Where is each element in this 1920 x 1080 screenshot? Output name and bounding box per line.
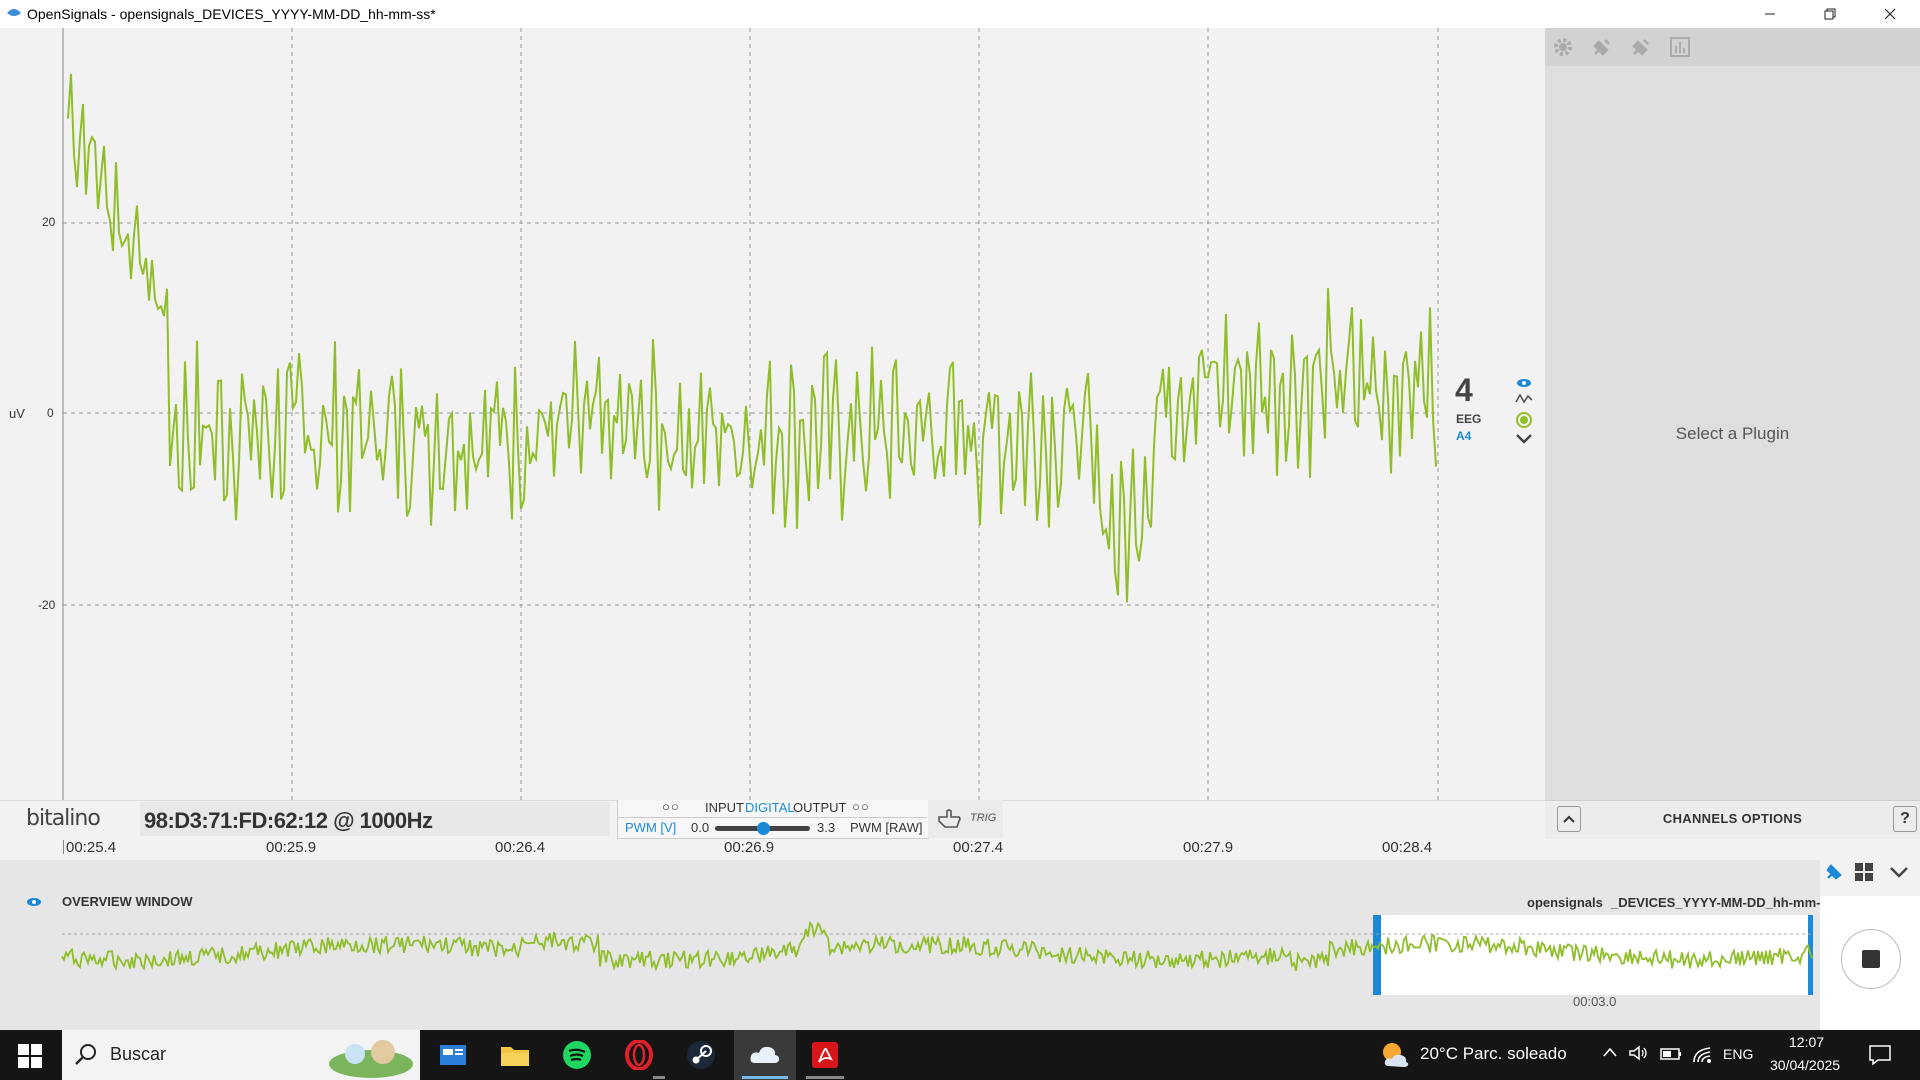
record-dot-icon[interactable]: [1515, 411, 1533, 429]
close-button[interactable]: [1860, 0, 1920, 28]
input-indicator-icon: ○○: [662, 799, 680, 814]
hand-pointer-icon: [938, 809, 961, 828]
window-title: OpenSignals - opensignals_DEVICES_YYYY-M…: [27, 6, 436, 22]
folder-icon[interactable]: [492, 1037, 538, 1073]
app-logo-icon: [7, 9, 21, 16]
close-icon: [1884, 8, 1896, 20]
pwm-raw-label: PWM [RAW]: [850, 820, 923, 835]
clock-time[interactable]: 12:07: [1789, 1034, 1825, 1050]
overview-collapse-icon[interactable]: [1888, 862, 1910, 882]
volume-icon[interactable]: [1628, 1044, 1650, 1062]
signal-plot[interactable]: [0, 28, 1545, 800]
trigger-button[interactable]: [928, 800, 1003, 838]
file-name: _DEVICES_YYYY-MM-DD_hh-mm-ss: [1611, 895, 1835, 910]
plugin-toolbar: [1545, 28, 1920, 66]
y-tick-label: 0: [47, 406, 54, 420]
open-app-indicator: [653, 1076, 665, 1079]
pin-icon[interactable]: [1822, 860, 1848, 884]
weather-partly-sunny-icon[interactable]: [1378, 1040, 1412, 1070]
time-tick-label: 00:27.9: [1183, 839, 1234, 856]
notifications-icon[interactable]: [1868, 1044, 1892, 1066]
channel-port: A4: [1456, 429, 1472, 443]
stop-button[interactable]: [1841, 929, 1901, 989]
search-icon: [75, 1044, 96, 1065]
file-explorer-icon[interactable]: [430, 1037, 476, 1073]
chevron-up-icon: [1563, 815, 1575, 823]
channel-number: 4: [1455, 372, 1473, 408]
acrobat-icon[interactable]: [802, 1037, 848, 1073]
spotify-icon[interactable]: [554, 1037, 600, 1073]
system-tray-chevron-icon[interactable]: [1602, 1046, 1618, 1058]
pwm-slider-thumb[interactable]: [756, 822, 770, 835]
selection-duration: 00:03.0: [1573, 994, 1617, 1009]
channels-options-bar: [1545, 800, 1920, 839]
search-highlight-illustration: [329, 1040, 413, 1078]
windows-start-icon[interactable]: [18, 1044, 42, 1068]
file-prefix: opensignals: [1527, 895, 1603, 910]
battery-icon[interactable]: [1660, 1047, 1682, 1061]
title-bar: [0, 0, 1920, 28]
overview-eye-icon[interactable]: [25, 896, 43, 908]
channels-options-label[interactable]: CHANNELS OPTIONS: [1662, 811, 1803, 826]
pwm-min-label: 0.0: [691, 820, 710, 835]
io-digital-label: DIGITAL: [745, 800, 795, 815]
overview-selection-window[interactable]: [1373, 915, 1813, 995]
y-axis-unit: uV: [9, 406, 25, 421]
eeg-signal-line: [67, 73, 1437, 603]
output-indicator-icon[interactable]: ○○: [852, 799, 870, 814]
minimize-icon: [1765, 13, 1775, 15]
restore-icon: [1824, 8, 1836, 20]
minimize-button[interactable]: [1740, 0, 1800, 28]
pwm-volts-label: PWM [V]: [625, 820, 677, 835]
plugin-disconnect-icon[interactable]: [1628, 34, 1654, 60]
stop-icon: [1862, 950, 1880, 968]
time-tick-label: 00:26.9: [724, 839, 775, 856]
channel-type: EEG: [1456, 412, 1482, 426]
plot-grid: [62, 28, 1439, 800]
y-tick-label: -20: [38, 598, 56, 612]
time-tick-label: 00:27.4: [953, 839, 1004, 856]
steam-icon[interactable]: [678, 1037, 724, 1073]
plugin-connect-icon[interactable]: [1589, 34, 1615, 60]
opera-icon[interactable]: [616, 1037, 662, 1073]
io-panel: [617, 800, 929, 839]
overview-signal-line: [61, 920, 1813, 972]
trigger-label: TRIG: [970, 812, 997, 824]
restore-button[interactable]: [1800, 0, 1860, 28]
device-mac-address: 98:D3:71:FD:62:12 @ 1000Hz: [144, 808, 433, 833]
signal-plot-area[interactable]: [0, 28, 1545, 800]
overview-signal: [61, 920, 1813, 972]
waveform-icon[interactable]: [1515, 392, 1533, 406]
wifi-icon[interactable]: [1692, 1044, 1714, 1064]
select-plugin-placeholder: Select a Plugin: [1675, 424, 1790, 443]
search-placeholder: Buscar: [110, 1044, 167, 1064]
io-divider: [617, 817, 927, 818]
time-tick-label: 00:25.4: [66, 839, 117, 856]
time-tick-label: 00:25.9: [266, 839, 317, 856]
y-tick-label: 20: [42, 215, 56, 229]
io-output-label: OUTPUT: [793, 800, 847, 815]
cloud-icon[interactable]: [742, 1037, 788, 1073]
time-tick-label: 00:26.4: [495, 839, 546, 856]
active-app-indicator: [742, 1076, 788, 1079]
plugin-panel: [1545, 28, 1920, 838]
time-axis-start-tick: [63, 840, 64, 854]
eye-icon[interactable]: [1515, 376, 1533, 390]
expand-channels-button[interactable]: [1557, 806, 1581, 832]
language-indicator[interactable]: ENG: [1723, 1046, 1754, 1062]
weather-text[interactable]: 20°C Parc. soleado: [1420, 1044, 1567, 1063]
grid-layout-icon[interactable]: [1852, 860, 1876, 884]
overview-title: OVERVIEW WINDOW: [62, 894, 193, 909]
settings-gear-icon[interactable]: [1550, 34, 1576, 60]
pwm-max-label: 3.3: [817, 820, 836, 835]
bar-chart-icon[interactable]: [1667, 34, 1693, 60]
brand-logo: bitalino: [26, 806, 101, 831]
clock-date[interactable]: 30/04/2025: [1770, 1057, 1841, 1073]
help-button[interactable]: ?: [1893, 806, 1917, 832]
device-info-box: [140, 802, 610, 836]
chevron-down-icon[interactable]: [1515, 432, 1533, 446]
io-input-label: INPUT: [705, 800, 744, 815]
open-app-indicator: [806, 1076, 844, 1079]
time-tick-label: 00:28.4: [1382, 839, 1433, 856]
